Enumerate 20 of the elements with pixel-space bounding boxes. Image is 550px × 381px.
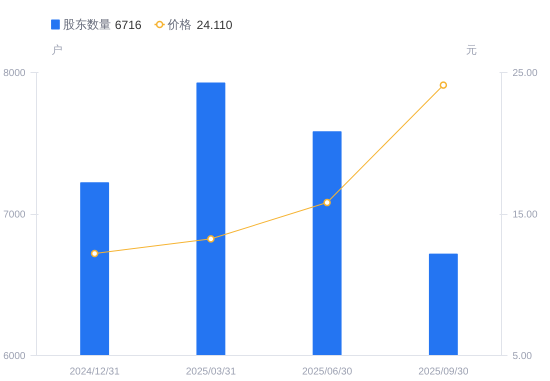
y-tick-label: 8000: [3, 68, 26, 79]
x-tick-label: 2025/03/31: [186, 366, 236, 378]
text: 6716: [114, 18, 142, 32]
y2-tick-label: 25.00: [512, 68, 538, 79]
x-tick-label: 2024/12/31: [70, 366, 120, 378]
point: [323, 198, 331, 206]
y-axis-title: 户: [52, 44, 63, 56]
y2-axis-title: 元: [466, 44, 477, 56]
y2-tick-label: 15.00: [512, 210, 538, 220]
y-tick-label: 7000: [3, 210, 26, 220]
legend-label: 股东数量: [63, 18, 112, 32]
point: [207, 235, 215, 243]
x-tick-label: 2025/06/30: [302, 366, 353, 378]
legend-label: 价格: [166, 18, 192, 32]
point: [440, 81, 448, 89]
y-tick-label: 6000: [3, 351, 26, 362]
x-tick-label: 2025/09/30: [418, 366, 469, 378]
point: [90, 250, 98, 258]
y2-tick-label: 5.00: [512, 351, 532, 362]
text: 24.110: [196, 18, 233, 32]
